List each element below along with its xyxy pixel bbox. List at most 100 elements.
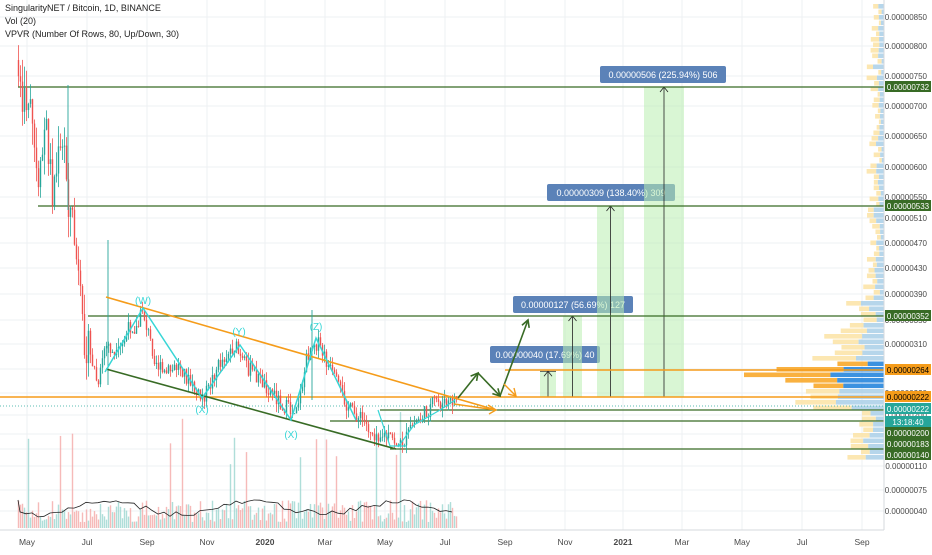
vp-bar-up — [879, 202, 884, 207]
candle-body — [379, 437, 382, 442]
candle-body — [169, 365, 172, 372]
vp-bar-up — [868, 444, 884, 449]
candle-body — [389, 432, 392, 435]
vp-bar-up — [875, 284, 884, 290]
volume-histogram — [17, 412, 458, 528]
vp-bar-up — [873, 207, 884, 213]
volume-bar — [447, 504, 450, 528]
candle-body — [381, 436, 384, 438]
volume-bar — [393, 519, 396, 528]
volume-bar — [51, 501, 54, 528]
y-tick-label: 0.00000200 — [885, 411, 928, 420]
vp-bar-up — [879, 224, 884, 229]
vp-bar-down — [872, 53, 879, 59]
vp-bar-up — [875, 273, 884, 279]
candle-body — [297, 403, 300, 408]
x-tick-label: Sep — [854, 537, 869, 547]
candle-body — [79, 270, 82, 287]
candle-body — [123, 341, 126, 344]
volume-bar — [69, 514, 72, 528]
legend: SingularityNET / Bitcoin, 1D, BINANCE Vo… — [5, 3, 179, 39]
candle-body — [221, 359, 224, 367]
volume-bar — [193, 512, 196, 528]
candle-body — [405, 431, 408, 446]
volume-bar — [119, 506, 122, 528]
candle-body — [367, 424, 370, 433]
price-tag-box — [885, 403, 931, 414]
price-tag-box — [885, 427, 931, 438]
vp-bar-up — [873, 422, 884, 427]
volume-bar — [247, 506, 250, 528]
volume-bar — [165, 506, 168, 528]
vp-bar-up — [863, 438, 884, 444]
vp-bar-down — [866, 64, 874, 70]
vp-bar-down — [876, 191, 881, 196]
volume-bar — [335, 456, 338, 528]
volume-bar — [81, 512, 84, 528]
vp-bar-down — [878, 70, 882, 75]
volume-bar — [255, 512, 258, 528]
volume-bar — [383, 519, 386, 528]
volume-bar — [271, 514, 274, 528]
wave-label-2: (X) — [195, 405, 208, 416]
candle-body — [213, 374, 216, 380]
volume-bar — [287, 500, 290, 528]
price-tag-label: 0.00000222 — [887, 405, 930, 414]
volume-ma-line — [17, 499, 453, 518]
candle-body — [45, 118, 48, 130]
vp-bar-up — [876, 218, 884, 224]
candle-body — [293, 413, 296, 415]
volume-bar — [413, 514, 416, 528]
vp-bar-down — [866, 75, 877, 81]
vp-bar-down — [873, 174, 879, 180]
vp-bar-down — [873, 290, 880, 295]
candle-body — [61, 146, 64, 148]
price-tag-label: 13:18:40 — [892, 418, 924, 427]
projection-arrow-3-head — [521, 318, 530, 329]
candle-body — [159, 362, 162, 370]
vp-bar-down — [795, 400, 836, 405]
vp-bar-down — [869, 196, 879, 202]
volume-bar — [141, 502, 144, 528]
vp-bar-up — [839, 389, 884, 394]
vp-bar-up — [880, 229, 884, 235]
volume-bar — [323, 519, 326, 528]
vp-bar-down — [866, 169, 877, 174]
candle-body — [85, 355, 88, 364]
candle-body — [441, 403, 444, 409]
vp-bar-up — [876, 169, 884, 174]
candle-body — [361, 411, 364, 420]
candle-body — [35, 147, 38, 169]
volume-bar — [139, 509, 142, 528]
candle-body — [185, 369, 188, 384]
volume-bar — [307, 511, 310, 528]
bottom-wave — [377, 409, 406, 447]
candle-body — [133, 331, 136, 334]
vol-indicator-label: Vol (20) — [5, 16, 36, 26]
volume-bar — [349, 520, 352, 528]
vp-bar-down — [877, 92, 880, 97]
candle-body — [365, 420, 368, 425]
vp-bar-up — [877, 279, 884, 284]
candle-body — [139, 310, 142, 327]
volume-bar — [263, 505, 266, 528]
volume-bar — [93, 511, 96, 528]
candle-body — [439, 401, 442, 409]
vp-bar-up — [843, 383, 884, 389]
volume-bar — [35, 513, 38, 528]
candle-body — [223, 359, 226, 362]
candle-body — [109, 343, 112, 353]
target-label-box-4 — [600, 66, 726, 83]
volume-bar — [219, 519, 222, 528]
projection-arrow-1 — [457, 372, 479, 399]
candle-body — [207, 384, 210, 386]
vp-bar-down — [870, 37, 880, 42]
vp-bar-down — [867, 213, 874, 218]
vp-bar-down — [863, 317, 877, 323]
candle-body — [331, 364, 334, 370]
volume-bar — [133, 521, 136, 528]
price-tag-label: 0.00000200 — [887, 429, 930, 438]
candle-body — [315, 344, 318, 351]
candle-body — [235, 341, 238, 351]
